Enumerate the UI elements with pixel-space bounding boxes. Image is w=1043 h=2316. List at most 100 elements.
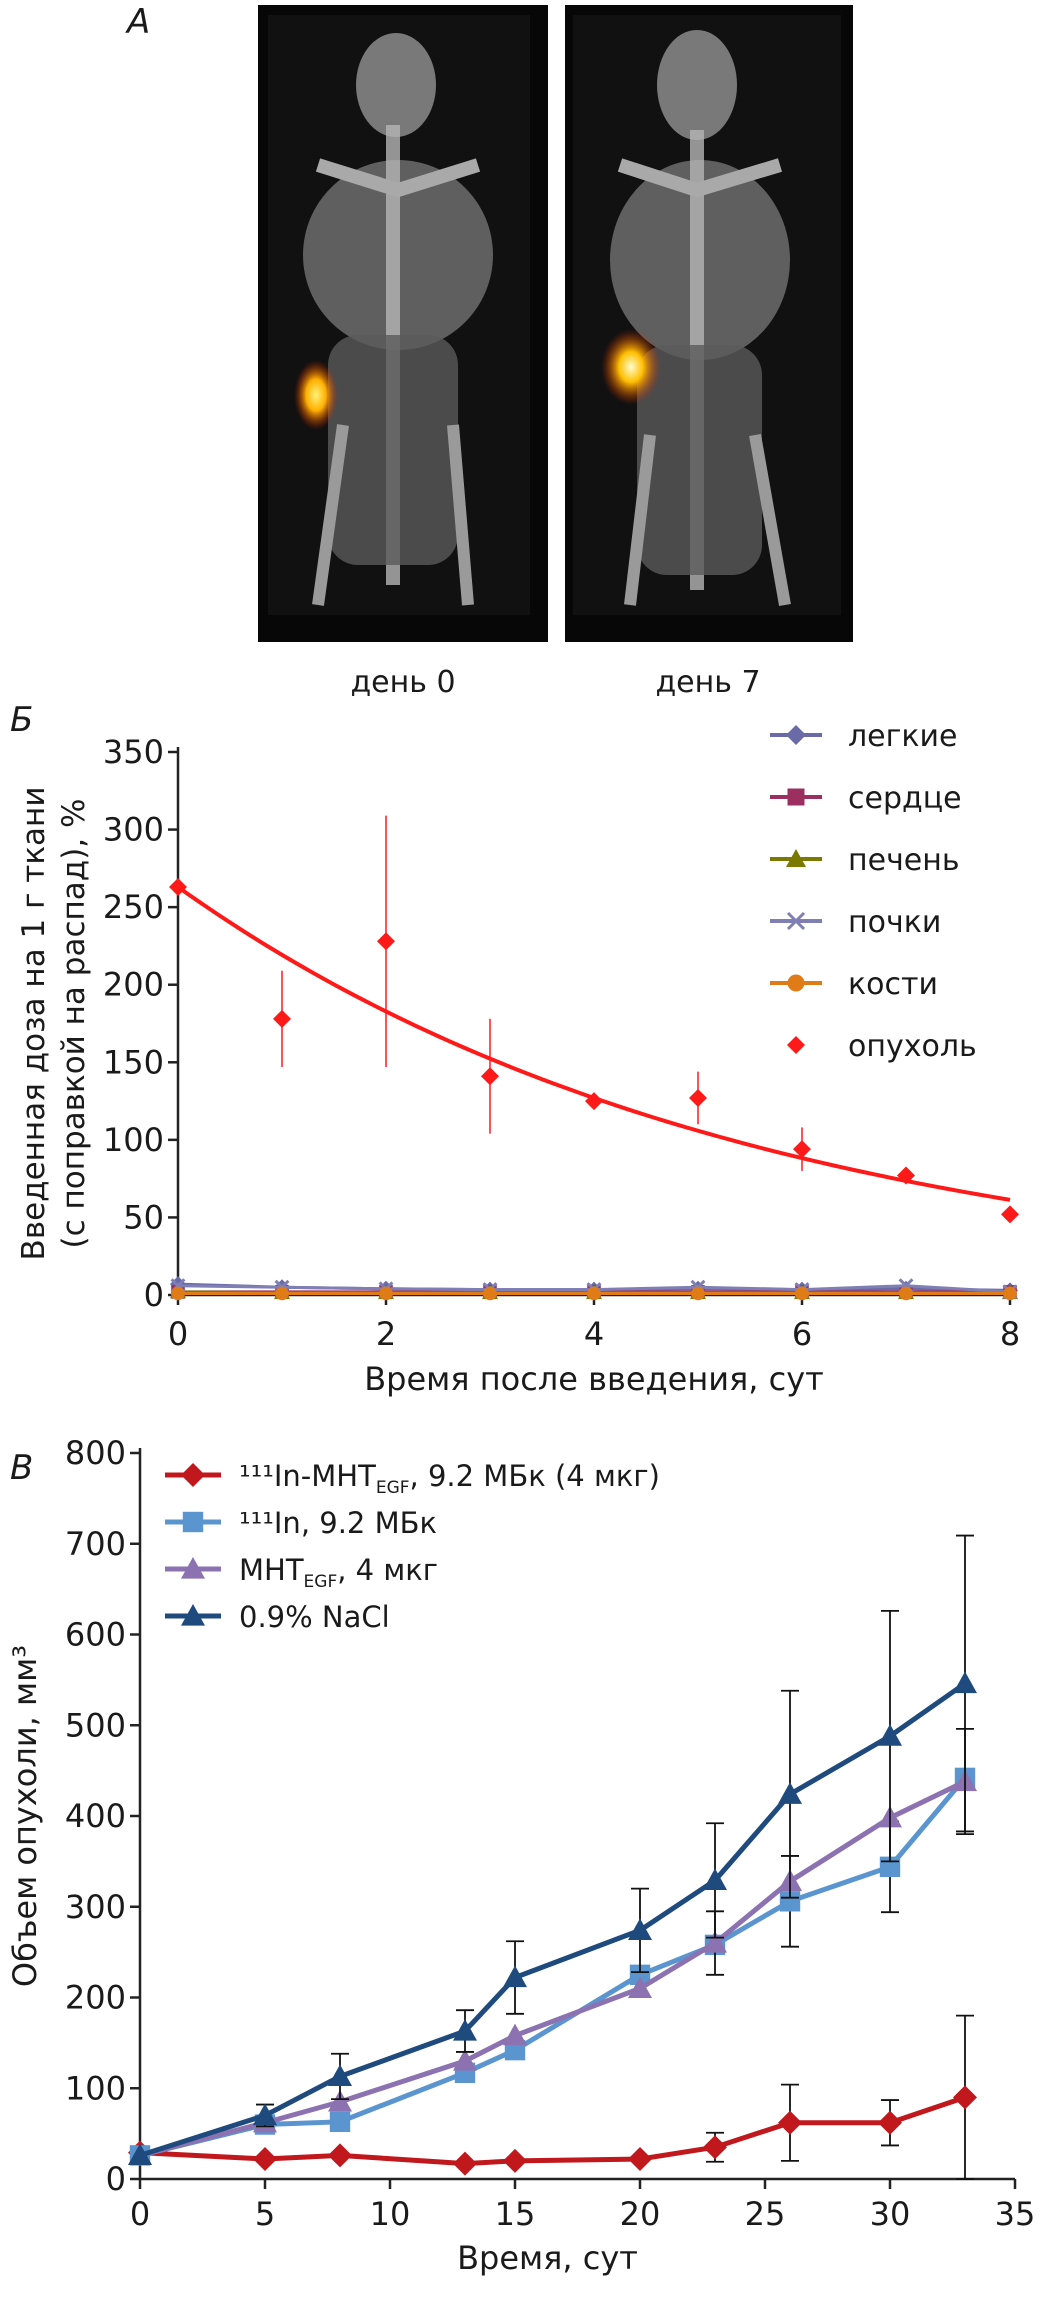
x-axis-title: Время, сут xyxy=(457,2239,638,2277)
legend-marker xyxy=(787,1036,805,1054)
x-tick-label: 4 xyxy=(584,1315,604,1353)
x-tick-label: 35 xyxy=(995,2195,1036,2233)
panel-b-letter: Б xyxy=(10,700,34,740)
data-point xyxy=(689,1088,707,1107)
data-point xyxy=(953,1671,977,1694)
data-point xyxy=(628,2147,652,2172)
data-point xyxy=(169,877,187,896)
legend-marker xyxy=(181,1463,205,1487)
y-tick-label: 400 xyxy=(65,1797,126,1835)
legend-marker xyxy=(182,1511,204,1533)
legend-marker xyxy=(787,974,805,992)
legend-marker xyxy=(181,1557,205,1579)
legend-item-легкие: легкие xyxy=(770,719,957,754)
data-point xyxy=(1001,1205,1019,1224)
data-point xyxy=(253,2103,277,2126)
x-axis-title: Время после введения, сут xyxy=(364,1360,824,1398)
legend-label: легкие xyxy=(848,719,957,754)
legend-label: МНТEGF, 4 мкг xyxy=(239,1553,438,1592)
y-tick-label: 350 xyxy=(103,733,164,771)
data-point xyxy=(703,1868,727,1891)
mouse-ct-day7-graphic xyxy=(565,5,853,642)
legend-label: кости xyxy=(848,967,938,1002)
y-axis-title-line2: (с поправкой на распад), % xyxy=(56,799,92,1249)
series-1 xyxy=(129,1767,976,2166)
data-point xyxy=(453,2019,477,2041)
data-point xyxy=(793,1140,811,1159)
data-point xyxy=(795,1286,809,1301)
legend-label: ¹¹¹In-МНТEGF, 9.2 МБк (4 мкг) xyxy=(239,1459,660,1498)
y-tick-label: 0 xyxy=(106,2160,126,2198)
caption-day0: день 0 xyxy=(350,665,456,700)
data-point xyxy=(628,1976,652,1999)
series-2 xyxy=(128,1727,977,2166)
legend-item-0: ¹¹¹In-МНТEGF, 9.2 МБк (4 мкг) xyxy=(165,1459,660,1498)
series-кости xyxy=(171,1286,1017,1301)
legend-label: печень xyxy=(848,843,960,878)
data-point xyxy=(329,2111,351,2133)
y-tick-label: 100 xyxy=(103,1121,164,1159)
series-3 xyxy=(128,1534,977,2166)
data-point xyxy=(897,1166,915,1185)
x-tick-label: 25 xyxy=(745,2195,786,2233)
data-point xyxy=(703,2135,727,2160)
data-point xyxy=(503,2023,527,2046)
data-point xyxy=(377,932,395,951)
data-point xyxy=(878,2110,902,2135)
data-point xyxy=(691,1286,705,1301)
legend-item-1: ¹¹¹In, 9.2 МБк xyxy=(165,1506,437,1540)
data-point xyxy=(379,1286,393,1301)
legend-item-почки: почки xyxy=(770,905,941,940)
series-line xyxy=(139,2094,966,2167)
series-line xyxy=(139,1779,967,2158)
series-line xyxy=(139,1776,967,2158)
panel-c-letter: В xyxy=(10,1448,34,1488)
y-tick-label: 0 xyxy=(144,1276,164,1314)
data-point xyxy=(128,2143,152,2166)
panel-a-letter: А xyxy=(127,2,151,42)
y-tick-label: 600 xyxy=(65,1616,126,1654)
x-tick-label: 30 xyxy=(870,2195,911,2233)
data-point xyxy=(628,1918,652,1940)
data-point xyxy=(483,1286,497,1301)
y-tick-label: 100 xyxy=(65,2069,126,2107)
x-tick-label: 5 xyxy=(255,2195,275,2233)
legend-item-опухоль: опухоль xyxy=(787,1029,977,1064)
data-point xyxy=(779,1891,801,1912)
y-tick-label: 500 xyxy=(65,1706,126,1744)
legend-label: 0.9% NaCl xyxy=(239,1600,390,1634)
legend-item-печень: печень xyxy=(770,843,960,878)
data-point xyxy=(253,2147,277,2172)
data-point xyxy=(453,2151,477,2176)
x-tick-label: 20 xyxy=(620,2195,661,2233)
x-tick-label: 0 xyxy=(168,1315,188,1353)
legend-marker xyxy=(787,788,805,806)
data-point xyxy=(587,1286,601,1301)
data-point xyxy=(481,1067,499,1086)
y-tick-label: 250 xyxy=(103,888,164,926)
legend-marker xyxy=(786,725,806,745)
data-point xyxy=(703,1931,727,1953)
legend-marker xyxy=(786,911,806,931)
y-tick-label: 300 xyxy=(103,811,164,849)
legend-item-3: 0.9% NaCl xyxy=(165,1600,390,1634)
y-tick-label: 800 xyxy=(65,1434,126,1472)
x-tick-label: 8 xyxy=(1000,1315,1020,1353)
x-tick-label: 0 xyxy=(130,2195,150,2233)
data-point xyxy=(328,2143,352,2168)
data-point xyxy=(273,1009,291,1028)
data-point xyxy=(629,1964,651,1986)
legend-label: сердце xyxy=(848,781,962,816)
legend-marker xyxy=(181,1604,205,1626)
x-tick-label: 6 xyxy=(792,1315,812,1353)
x-tick-label: 2 xyxy=(376,1315,396,1353)
data-point xyxy=(503,2148,527,2173)
data-point xyxy=(1003,1286,1017,1301)
data-point xyxy=(453,2049,477,2071)
y-tick-label: 300 xyxy=(65,1888,126,1926)
mouse-ct-day0-graphic xyxy=(258,5,548,642)
data-point xyxy=(778,1782,802,1804)
x-tick-label: 10 xyxy=(370,2195,411,2233)
caption-day7: день 7 xyxy=(655,665,761,700)
